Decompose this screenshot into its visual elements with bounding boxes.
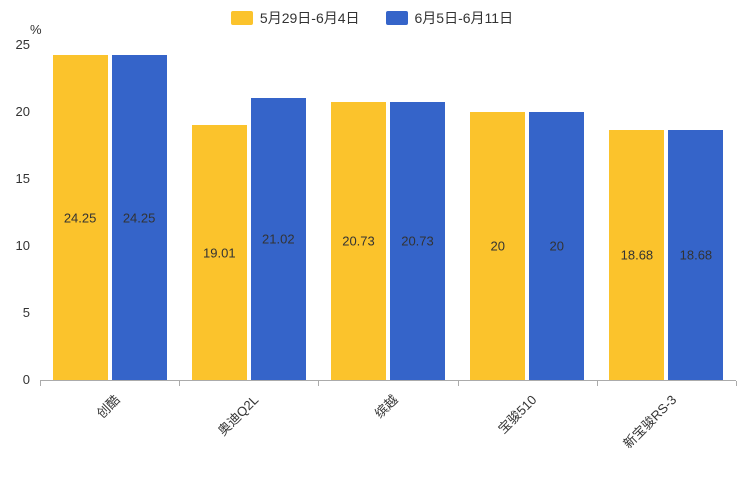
x-axis-ticks	[40, 381, 737, 386]
x-axis-category-label: 宝骏510	[495, 392, 540, 437]
bar: 20	[470, 112, 526, 380]
x-axis-tick-mark	[596, 381, 598, 386]
bar: 24.25	[52, 55, 108, 380]
y-axis-tick-label: 20	[15, 104, 30, 119]
bar-value-label: 18.68	[620, 247, 654, 263]
bar-group: 19.01 21.02	[179, 45, 318, 380]
bar-value-label: 20	[549, 238, 564, 254]
bar-value-label: 20	[490, 238, 505, 254]
bar-value-label: 19.01	[203, 245, 236, 261]
bar: 20.73	[390, 102, 445, 380]
y-axis-tick-label: 10	[15, 238, 30, 253]
bar: 20.73	[331, 102, 386, 380]
bar: 18.68	[609, 129, 665, 380]
x-axis-tick-mark	[179, 381, 181, 386]
y-axis-tick-label: 5	[22, 305, 30, 320]
bar-group: 24.25 24.25	[40, 45, 179, 380]
bar-group: 18.68 18.68	[597, 45, 736, 380]
legend-label: 6月5日-6月11日	[414, 10, 514, 26]
y-axis-tick-label: 25	[15, 37, 30, 52]
chart-legend: 5月29日-6月4日 6月5日-6月11日	[0, 8, 744, 28]
x-axis-tick-mark	[457, 381, 459, 386]
x-axis-category-label: 创酷	[93, 392, 123, 422]
legend-swatch-icon	[385, 11, 408, 25]
y-axis: 0 5 10 15 20 25	[0, 37, 30, 387]
bar: 24.25	[111, 55, 167, 380]
bar-value-label: 20.73	[401, 233, 434, 249]
x-axis-tick-mark	[736, 381, 737, 386]
x-axis-category-label: 新宝骏RS-3	[619, 392, 680, 452]
bar: 18.68	[668, 129, 724, 380]
bar-group: 20 20	[458, 45, 597, 380]
x-axis-category-label: 奥迪Q2L	[215, 392, 262, 439]
bar: 21.02	[250, 98, 306, 380]
x-axis-category-label: 缤越	[371, 392, 401, 422]
bar-value-label: 20.73	[342, 233, 375, 249]
bar-value-label: 24.25	[122, 210, 156, 226]
y-axis-tick-label: 15	[15, 171, 30, 186]
x-axis-tick-mark	[318, 381, 320, 386]
legend-item[interactable]: 6月5日-6月11日	[385, 8, 514, 28]
x-axis-tick-mark	[40, 381, 41, 386]
bar-group: 20.73 20.73	[318, 45, 457, 380]
bar-value-label: 18.68	[679, 247, 713, 263]
plot-area: 24.25 24.25 19.01 21.02 20.73 20.73 20 20 18.68 1…	[40, 45, 736, 381]
bar: 20	[529, 112, 585, 380]
legend-item[interactable]: 5月29日-6月4日	[230, 8, 360, 28]
y-axis-unit-label: %	[30, 22, 42, 37]
bar-value-label: 21.02	[262, 231, 295, 247]
bar: 19.01	[191, 125, 247, 380]
bar-value-label: 24.25	[63, 210, 97, 226]
legend-label: 5月29日-6月4日	[259, 10, 360, 26]
legend-swatch-icon	[230, 11, 253, 25]
x-axis-labels: 创酷 奥迪Q2L 缤越 宝骏510 新宝骏RS-3	[40, 381, 736, 481]
y-axis-tick-label: 0	[22, 372, 30, 387]
